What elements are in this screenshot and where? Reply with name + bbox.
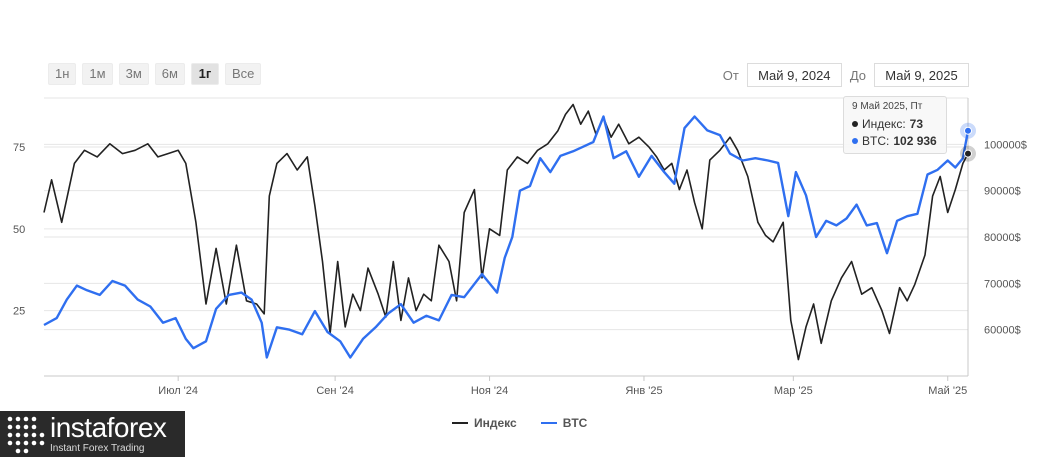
chart-series — [43, 103, 970, 361]
index-dot-icon — [852, 120, 858, 127]
logo-tagline: Instant Forex Trading — [50, 443, 145, 454]
x-tick-label-1: Сен '24 — [316, 385, 354, 397]
logo-text: instaforex Instant Forex Trading — [50, 412, 167, 455]
range-button-0[interactable]: 1н — [48, 63, 77, 85]
range-button-5[interactable]: Все — [224, 63, 262, 85]
legend-item-btc[interactable]: BTC — [540, 416, 588, 430]
price-chart[interactable]: 25 50 75 60000$ 70000$ 80000$ 90000$ 100000$ И… — [0, 95, 1039, 400]
x-axis-ticks: Июл '24 Сен '24 Ноя '24 Янв '25 Мар '25 Май '… — [158, 376, 967, 397]
tooltip-index-row: Индекс: 73 — [852, 115, 938, 132]
index-line-icon — [452, 422, 468, 424]
left-axis-ticks: 25 50 75 — [13, 142, 25, 318]
range-selector: 1н 1м 3м 6м 1г Все — [48, 63, 262, 85]
tooltip-index-label: Индекс: — [862, 116, 906, 131]
left-tick-label-0: 25 — [13, 306, 25, 318]
right-tick-label-1: 70000$ — [984, 278, 1021, 290]
btc-dot-icon — [852, 137, 858, 144]
logo-mark-icon — [7, 416, 45, 454]
btc-hover-marker — [964, 126, 972, 135]
series-line-btc — [43, 115, 970, 359]
series-line-index — [43, 103, 969, 361]
logo-name: instaforex — [50, 412, 167, 443]
range-button-4[interactable]: 1г — [190, 63, 219, 85]
range-button-2[interactable]: 3м — [118, 63, 149, 85]
tooltip-index-value: 73 — [909, 116, 924, 131]
right-tick-label-0: 60000$ — [984, 325, 1021, 337]
left-tick-label-1: 50 — [13, 224, 25, 236]
to-label: До — [849, 67, 866, 83]
legend-index-label: Индекс — [474, 416, 517, 430]
chart-tooltip: 9 Май 2025, Пт Индекс: 73 BTC: 102 936 — [843, 96, 947, 154]
x-tick-label-4: Мар '25 — [774, 385, 813, 397]
from-label: От — [722, 67, 739, 83]
right-tick-label-2: 80000$ — [984, 232, 1021, 244]
date-range: От До — [715, 63, 969, 87]
to-date-input[interactable] — [874, 63, 969, 87]
tooltip-btc-row: BTC: 102 936 — [852, 132, 938, 149]
x-tick-label-2: Ноя '24 — [471, 385, 508, 397]
hover-markers — [960, 122, 976, 162]
right-tick-label-4: 100000$ — [984, 139, 1027, 151]
right-axis-ticks: 60000$ 70000$ 80000$ 90000$ 100000$ — [984, 139, 1027, 336]
from-date-input[interactable] — [746, 63, 842, 87]
x-tick-label-0: Июл '24 — [158, 385, 198, 397]
range-button-3[interactable]: 6м — [154, 63, 185, 85]
btc-line-icon — [540, 422, 557, 424]
instaforex-logo: instaforex Instant Forex Trading — [0, 411, 185, 457]
right-tick-label-3: 90000$ — [984, 186, 1021, 198]
legend-item-index[interactable]: Индекс — [452, 416, 517, 430]
tooltip-btc-label: BTC: — [862, 133, 890, 148]
tooltip-date: 9 Май 2025, Пт — [852, 101, 923, 112]
tooltip-btc-value: 102 936 — [893, 133, 937, 148]
left-tick-label-2: 75 — [13, 142, 25, 154]
legend-btc-label: BTC — [562, 416, 588, 430]
x-tick-label-5: Май '25 — [928, 385, 967, 397]
range-button-1[interactable]: 1м — [82, 63, 113, 85]
index-hover-marker — [964, 149, 972, 158]
chart-legend: Индекс BTC — [452, 416, 587, 430]
x-tick-label-3: Янв '25 — [625, 385, 662, 397]
